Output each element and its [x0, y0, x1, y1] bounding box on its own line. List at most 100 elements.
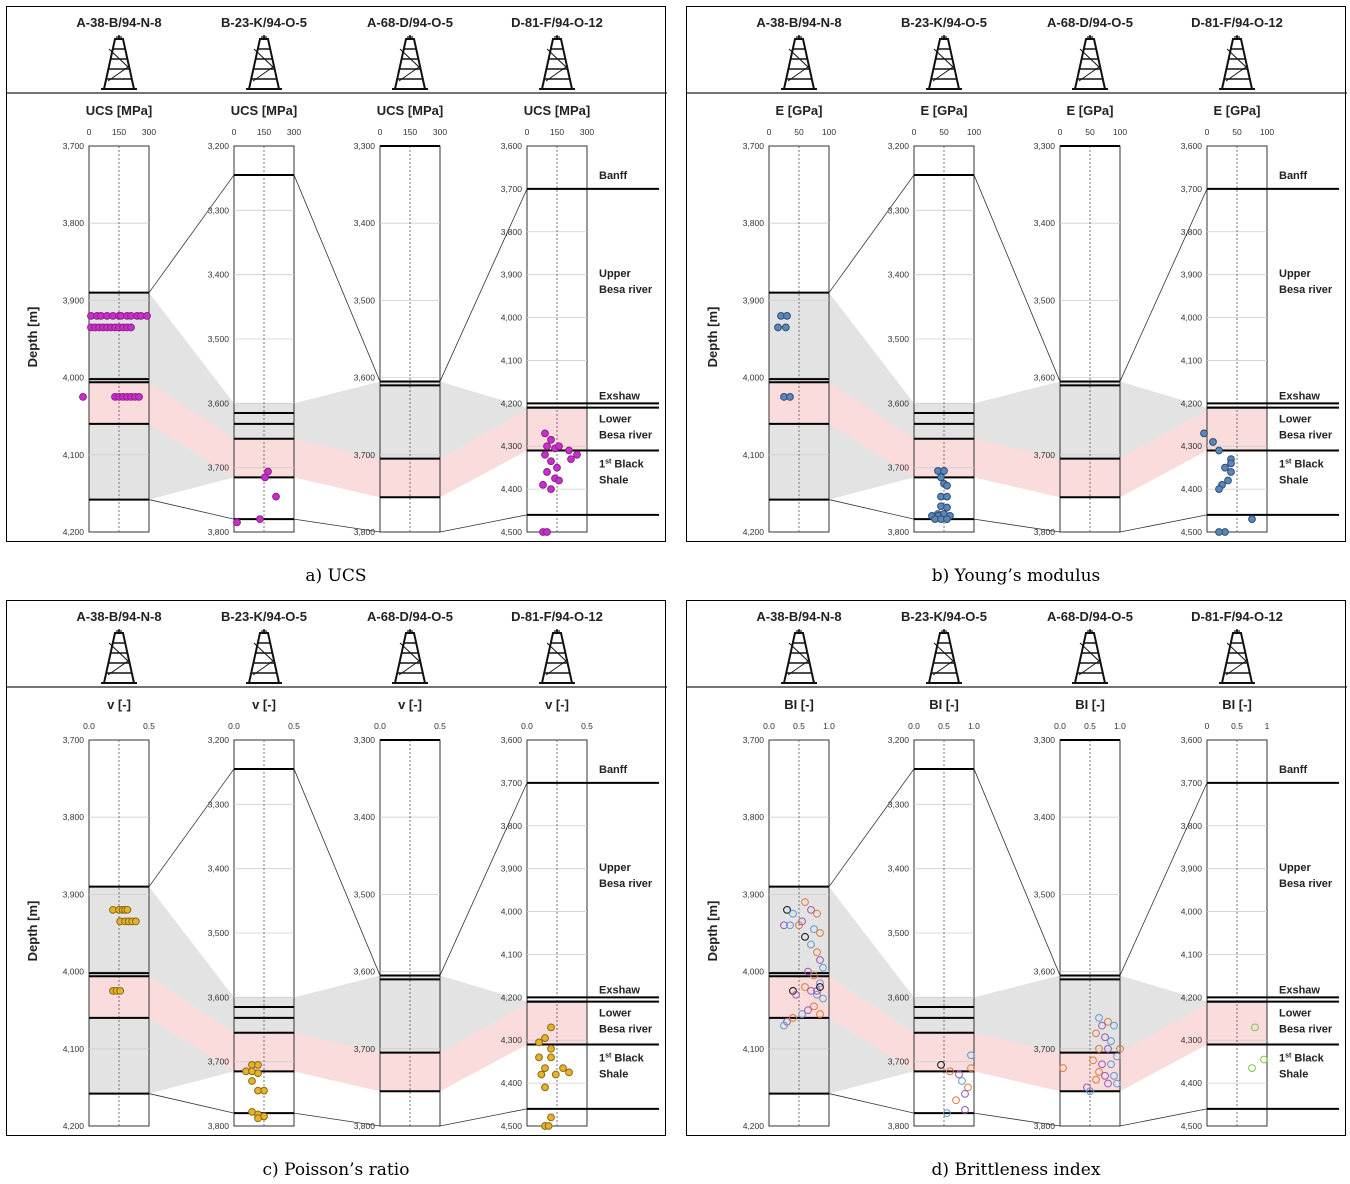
data-point: [543, 528, 551, 536]
x-tick-label: 1.0: [968, 721, 980, 731]
well-name: D-81-F/94-O-12: [1191, 15, 1283, 30]
depth-tick-label: 4,000: [743, 967, 765, 977]
caption-brittleness-index: d) Brittleness index: [931, 1160, 1101, 1180]
x-tick-label: 150: [112, 127, 126, 137]
correlation-line: [828, 768, 915, 887]
x-tick-label: 150: [403, 127, 417, 137]
derrick-icon: [1073, 38, 1107, 90]
data-point: [943, 503, 951, 512]
data-point: [943, 515, 951, 524]
depth-tick-label: 4,000: [1181, 313, 1203, 323]
data-point: [1092, 1075, 1100, 1084]
depth-tick-label: 3,800: [888, 1121, 910, 1131]
data-point: [1104, 1017, 1112, 1026]
formation-lower-line2: Besa river: [599, 429, 653, 441]
caption-poissons-ratio: c) Poisson’s ratio: [262, 1160, 410, 1180]
property-label: v [-]: [252, 697, 276, 712]
formation-lower-line1: Lower: [599, 413, 632, 425]
depth-tick-label: 3,600: [888, 992, 910, 1002]
lower-besa-band: [769, 976, 1267, 1092]
x-tick-label: 0: [378, 127, 383, 137]
data-point: [256, 515, 264, 524]
depth-tick-label: 4,200: [1181, 398, 1203, 408]
formation-upper-line2: Besa river: [1279, 878, 1333, 890]
well-name: B-23-K/94-O-5: [221, 15, 307, 30]
data-point: [816, 929, 824, 937]
data-point: [961, 1089, 969, 1098]
depth-tick-label: 3,400: [208, 270, 230, 280]
well-name: D-81-F/94-O-12: [511, 15, 603, 30]
data-point: [565, 446, 573, 455]
data-point: [1248, 1064, 1256, 1073]
correlation-line: [1119, 188, 1208, 382]
x-tick-label: 0.0: [1054, 721, 1066, 731]
depth-tick-label: 4,000: [63, 373, 85, 383]
data-point: [543, 442, 551, 451]
x-tick-label: 0.5: [1231, 721, 1243, 731]
derrick-icon: [1220, 38, 1254, 90]
formation-black-line2: Shale: [1279, 475, 1308, 487]
depth-tick-label: 4,300: [501, 1035, 523, 1045]
data-point: [816, 956, 824, 964]
data-point: [1104, 1079, 1112, 1088]
data-point: [958, 1077, 966, 1085]
formation-upper-line2: Besa river: [599, 284, 653, 296]
data-point: [943, 1109, 951, 1118]
data-point: [786, 393, 794, 401]
depth-tick-label: 3,500: [888, 928, 910, 938]
data-point: [1113, 1052, 1121, 1061]
data-point: [143, 311, 151, 320]
data-point: [135, 393, 143, 401]
well-name: A-38-B/94-N-8: [756, 609, 841, 624]
formation-black-line2: Shale: [1279, 1069, 1308, 1081]
data-point: [1215, 446, 1223, 455]
depth-tick-label: 3,700: [208, 1057, 230, 1067]
formation-banff: Banff: [599, 170, 627, 182]
depth-tick-label: 3,900: [743, 889, 765, 899]
data-point: [1098, 1060, 1106, 1069]
data-point: [1101, 1033, 1109, 1042]
data-point: [1224, 476, 1232, 485]
derrick-icon: [540, 632, 574, 684]
data-point: [1095, 1014, 1103, 1022]
depth-tick-label: 3,800: [743, 812, 765, 822]
data-point: [801, 983, 809, 991]
youngs-modulus-chart: A-38-B/94-N-8 B-23-K/94-O-5 A-68-D/94-O-5 D…: [687, 15, 1347, 537]
data-point: [813, 948, 821, 957]
panel-poissons-ratio: A-38-B/94-N-8 B-23-K/94-O-5 A-68-D/94-O-5 D…: [6, 600, 667, 1136]
derrick-brace: [252, 48, 274, 82]
data-point: [1227, 468, 1235, 476]
depth-tick-label: 3,500: [208, 334, 230, 344]
well-name: B-23-K/94-O-5: [901, 15, 987, 30]
formation-exshaw: Exshaw: [1279, 390, 1320, 402]
property-label: BI [-]: [784, 697, 814, 712]
depth-tick-label: 3,900: [1181, 864, 1203, 874]
depth-tick-label: 3,600: [354, 967, 376, 977]
derrick-icon: [782, 38, 816, 90]
data-point: [810, 925, 818, 934]
depth-tick-label: 3,400: [1034, 812, 1056, 822]
data-point: [1248, 515, 1256, 524]
formation-black-line1: 1st Black: [1279, 1053, 1325, 1065]
formation-exshaw: Exshaw: [599, 984, 640, 996]
depth-tick-label: 3,300: [354, 735, 376, 745]
data-point: [783, 311, 791, 320]
depth-tick-label: 3,800: [354, 1121, 376, 1131]
data-point: [1209, 438, 1217, 446]
formation-upper-line2: Besa river: [1279, 284, 1333, 296]
x-tick-label: 100: [822, 127, 836, 137]
lower-besa-band: [89, 976, 587, 1092]
depth-tick-label: 3,700: [63, 735, 85, 745]
depth-tick-label: 3,800: [743, 218, 765, 228]
data-point: [1059, 1064, 1067, 1073]
x-tick-label: 0.5: [143, 721, 155, 731]
data-point: [547, 457, 555, 466]
depth-tick-label: 3,600: [208, 398, 230, 408]
depth-tick-label: 3,300: [1034, 735, 1056, 745]
derrick-icon: [540, 38, 574, 90]
x-tick-label: 0.0: [763, 721, 775, 731]
data-point: [1098, 1021, 1106, 1030]
formation-upper-line1: Upper: [1279, 862, 1312, 874]
data-point: [1200, 429, 1208, 438]
depth-tick-label: 3,800: [501, 227, 523, 237]
